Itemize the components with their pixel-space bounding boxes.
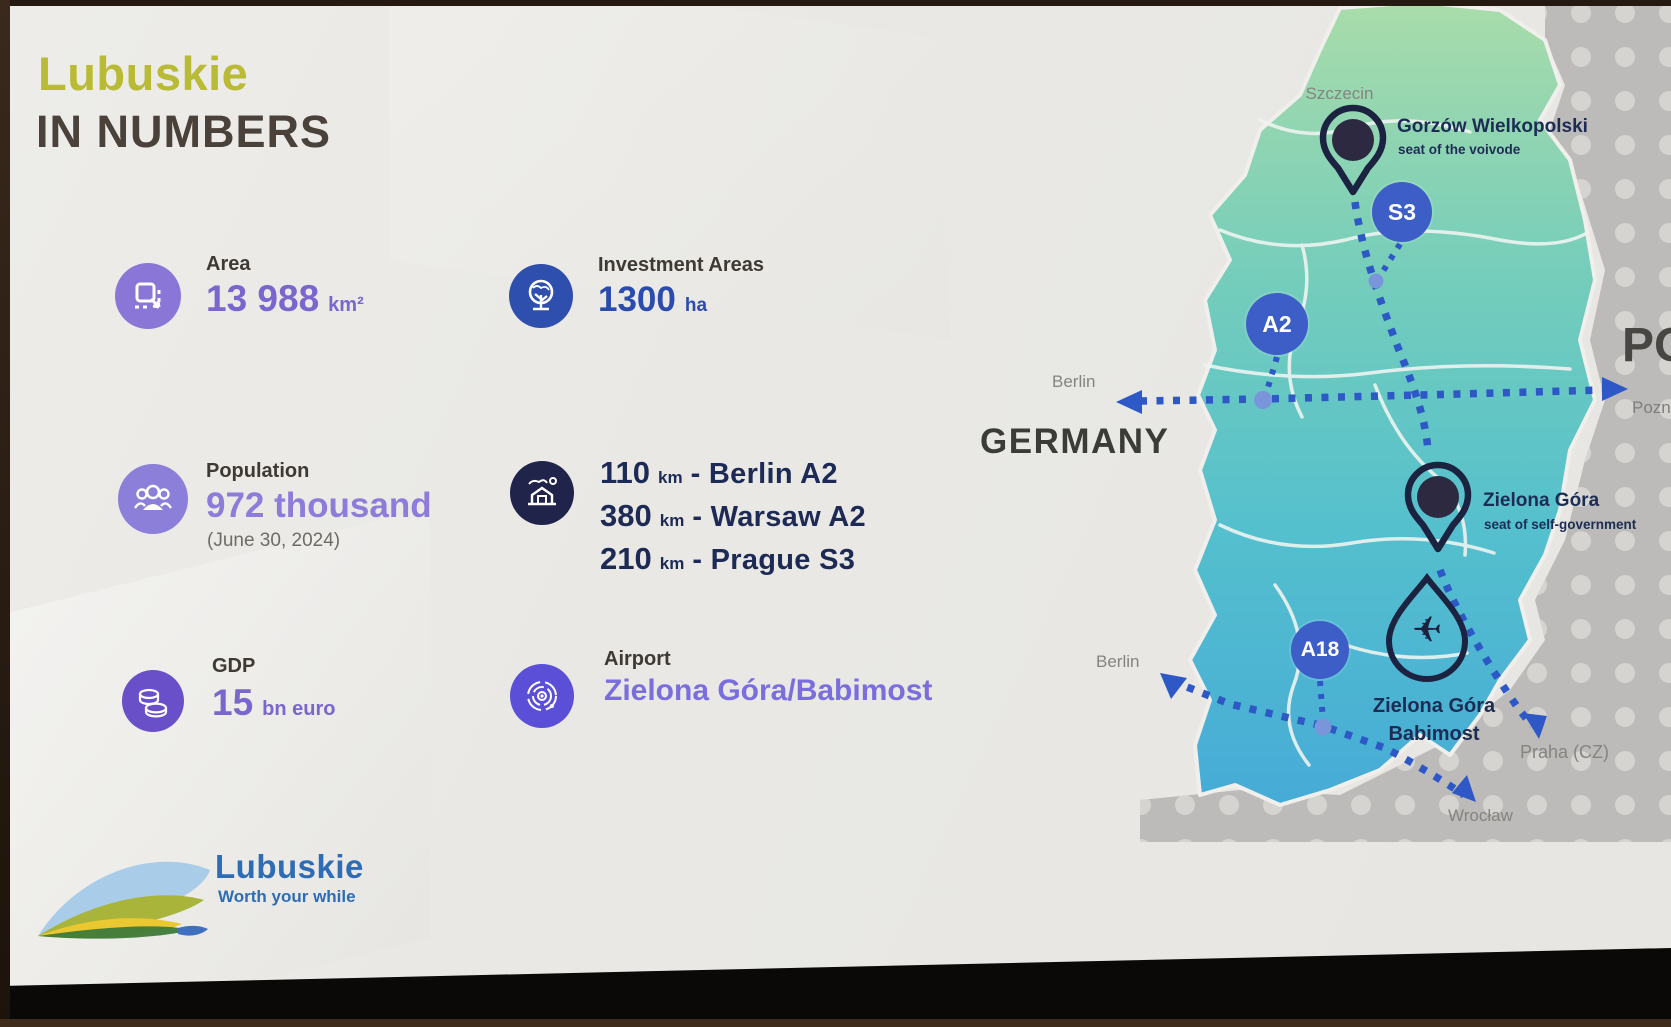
- tree-icon: [528, 279, 554, 311]
- arrow-to-wroclaw: [1452, 775, 1476, 802]
- population-label: Population: [206, 460, 310, 482]
- gdp-number: 15: [212, 682, 254, 723]
- szczecin-label: Szczecin: [1305, 84, 1374, 103]
- area-label: Area: [206, 253, 251, 275]
- a18-road-badge: A18: [1291, 621, 1349, 679]
- babimost-airport-label: Zielona Góra Babimost: [1363, 692, 1505, 748]
- gdp-label: GDP: [212, 655, 256, 677]
- population-value: 972 thousand: [206, 486, 432, 526]
- wroclaw-label: Wrocław: [1448, 806, 1513, 825]
- arrow-to-berlin-top: [1116, 390, 1142, 414]
- route-a18: [1170, 677, 1467, 799]
- distance-value: 110: [600, 455, 651, 490]
- berlin-label-north: Berlin: [1052, 372, 1096, 391]
- distance-row: 210 km - Prague S3: [600, 541, 866, 584]
- area-icon: [115, 263, 181, 329]
- poland-country-label-partial: PO: [1622, 319, 1671, 372]
- distance-destination: - Prague S3: [692, 544, 856, 576]
- distance-unit: km: [659, 554, 685, 573]
- screen-bezel-left: [0, 0, 10, 1027]
- investment-value: 1300 ha: [598, 280, 707, 320]
- praha-label: Praha (CZ): [1520, 742, 1610, 762]
- route-s3-south: [1436, 568, 1535, 729]
- population-number: 972 thousand: [206, 486, 432, 525]
- radar-icon: [527, 681, 557, 711]
- babimost-line1: Zielona Góra: [1372, 695, 1496, 717]
- investment-trees-icon: [509, 264, 573, 328]
- logo-wordmark: Lubuskie: [215, 848, 364, 885]
- logo-tagline: Worth your while: [218, 887, 356, 906]
- airport-value: Zielona Góra/Babimost: [604, 674, 933, 707]
- city-buildings-icon: [528, 477, 557, 506]
- airport-radar-icon: [510, 664, 574, 728]
- distance-row: 380 km - Warsaw A2: [600, 498, 866, 541]
- lubuskie-logo-mark: [38, 861, 210, 939]
- poland-background: [1140, 0, 1671, 842]
- gdp-icon: [122, 670, 184, 732]
- map-canvas: ✈: [1116, 0, 1671, 842]
- area-unit: km²: [328, 294, 364, 316]
- people-icon: [133, 484, 173, 510]
- gdp-value: 15 bn euro: [212, 682, 336, 724]
- screen-bezel-top: [0, 0, 1671, 6]
- investment-number: 1300: [598, 280, 676, 319]
- slide-title-accent: Lubuskie: [38, 47, 249, 100]
- berlin-label-south: Berlin: [1096, 652, 1140, 671]
- poznan-label-partial: Pozn: [1632, 398, 1671, 417]
- area-number: 13 988: [206, 278, 320, 319]
- screen-bezel-bottom-strip: [0, 1019, 1671, 1027]
- route-s3-north: [1351, 201, 1432, 451]
- lubuskie-map: ✈ Szczecin Gorzów Wielkopolski seat of t…: [1040, 0, 1671, 842]
- arrow-to-praha: [1523, 713, 1547, 739]
- distance-unit: km: [659, 511, 685, 530]
- distance-row: 110 km - Berlin A2: [600, 455, 866, 498]
- gdp-unit: bn euro: [262, 698, 336, 720]
- arrow-to-berlin-bottom: [1160, 673, 1187, 699]
- slide: Lubuskie IN NUMBERS Area 13 988 km² Inve…: [10, 0, 1671, 990]
- route-arrowheads: [1116, 377, 1628, 802]
- transport-routes: [1139, 201, 1604, 799]
- city-distance-icon: [510, 461, 574, 525]
- investment-unit: ha: [684, 295, 708, 316]
- zielona-gora-subtitle-label: seat of self-government: [1484, 517, 1637, 532]
- gorzow-subtitle-label: seat of the voivode: [1398, 142, 1521, 157]
- route-junction-dots: [1254, 273, 1384, 736]
- distance-unit: km: [658, 468, 683, 487]
- gorzow-location-pin-icon: [1319, 104, 1387, 196]
- airport-label: Airport: [604, 648, 671, 670]
- zielona-gora-name-label: Zielona Góra: [1483, 490, 1600, 511]
- population-note: (June 30, 2024): [207, 530, 341, 551]
- distance-value: 210: [600, 541, 652, 576]
- germany-country-label: GERMANY: [980, 422, 1170, 461]
- babimost-airport-icon: ✈: [1385, 573, 1469, 682]
- s3-road-badge: S3: [1372, 182, 1432, 242]
- a2-road-badge: A2: [1246, 293, 1308, 355]
- distance-destination: - Warsaw A2: [692, 501, 866, 533]
- plane-icon: ✈: [1412, 609, 1442, 650]
- distance-destination: - Berlin A2: [690, 458, 838, 490]
- gorzow-name-label: Gorzów Wielkopolski: [1397, 116, 1588, 137]
- lubuskie-region-shape: [1188, 0, 1597, 807]
- zielona-gora-location-pin-icon: [1404, 461, 1472, 553]
- slide-title-main: IN NUMBERS: [36, 106, 332, 157]
- distance-value: 380: [600, 498, 652, 533]
- area-resize-icon: [135, 282, 161, 309]
- coins-icon: [138, 688, 168, 718]
- babimost-line2: Babimost: [1388, 723, 1480, 745]
- population-icon: [118, 464, 188, 534]
- area-value: 13 988 km²: [206, 278, 364, 320]
- arrow-to-poznan: [1602, 377, 1628, 401]
- distances-list: 110 km - Berlin A2 380 km - Warsaw A2 21…: [600, 455, 866, 584]
- investment-label: Investment Areas: [598, 254, 764, 276]
